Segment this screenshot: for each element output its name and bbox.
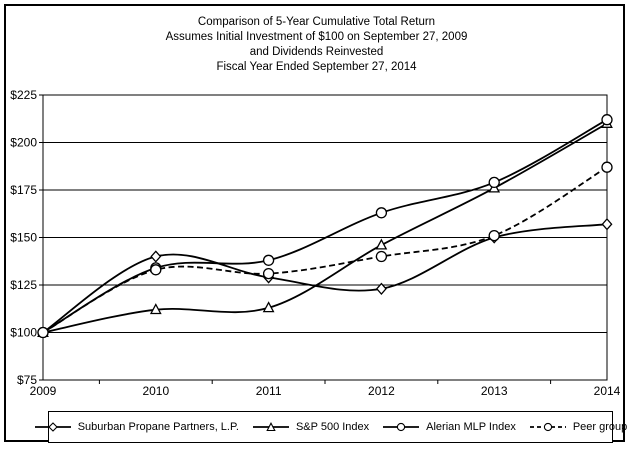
series-line (42, 118, 608, 334)
circle-marker-icon (601, 161, 613, 173)
legend-item-sp500: S&P 500 Index (252, 421, 369, 433)
circle-marker-icon (150, 264, 162, 276)
x-axis-label: 2013 (481, 384, 508, 398)
triangle-marker-icon (149, 303, 162, 315)
circle-marker-icon (37, 326, 49, 339)
title-line-1: Comparison of 5-Year Cumulative Total Re… (197, 16, 436, 28)
y-axis-label: $100 (10, 326, 37, 340)
y-axis-label: $200 (10, 136, 37, 150)
diamond-marker-icon (375, 282, 387, 295)
circle-marker-icon (262, 267, 275, 280)
x-axis-label: 2010 (142, 384, 169, 398)
title-line-2: Assumes Initial Investment of $100 on Se… (165, 31, 468, 43)
title-line-3: and Dividends Reinvested (249, 46, 384, 58)
circle-line-marker-icon (383, 422, 420, 432)
diamond-marker-icon (601, 218, 613, 231)
series-line (42, 166, 608, 334)
dashed-circle-line-marker-icon (529, 422, 566, 432)
legend-item-peer-group: Peer group (529, 421, 627, 433)
legend-label-suburban-propane: Suburban Propane Partners, L.P. (77, 421, 239, 433)
legend: Suburban Propane Partners, L.P. S&P 500 … (34, 411, 627, 443)
legend-item-alerian-mlp: Alerian MLP Index (382, 421, 516, 433)
triangle-marker-icon (375, 238, 388, 250)
y-axis-label: $225 (10, 88, 37, 102)
legend-label-peer-group: Peer group (572, 421, 628, 433)
chart-title: Comparison of 5-Year Cumulative Total Re… (0, 15, 633, 75)
legend-item-suburban-propane: Suburban Propane Partners, L.P. (34, 421, 239, 433)
triangle-marker-icon (262, 301, 275, 313)
circle-marker-icon (488, 176, 500, 189)
y-axis-label: $175 (10, 183, 37, 197)
performance-line-chart: $75 $100 $125 $150 $175 $200 $225 2009 2010 2011 2… (10, 88, 621, 398)
circle-marker-icon (601, 114, 613, 126)
x-axis-label: 2014 (594, 384, 621, 398)
legend-label-alerian-mlp: Alerian MLP Index (426, 421, 516, 433)
legend-label-sp500: S&P 500 Index (295, 421, 370, 433)
circle-marker-icon (488, 229, 500, 242)
circle-marker-icon (375, 250, 388, 263)
series-line (42, 223, 608, 334)
y-axis-label: $125 (10, 278, 37, 292)
x-axis-label: 2009 (30, 384, 57, 398)
series-line (42, 122, 608, 334)
y-axis-label: $150 (10, 231, 37, 245)
x-axis-label: 2012 (368, 384, 395, 398)
triangle-line-marker-icon (252, 422, 289, 432)
circle-marker-icon (262, 254, 275, 266)
circle-marker-icon (375, 207, 388, 219)
diamond-line-marker-icon (34, 422, 71, 432)
y-axis-label: $75 (17, 373, 37, 387)
title-line-4: Fiscal Year Ended September 27, 2014 (216, 61, 417, 73)
diamond-marker-icon (150, 250, 162, 263)
x-axis-label: 2011 (256, 384, 282, 398)
